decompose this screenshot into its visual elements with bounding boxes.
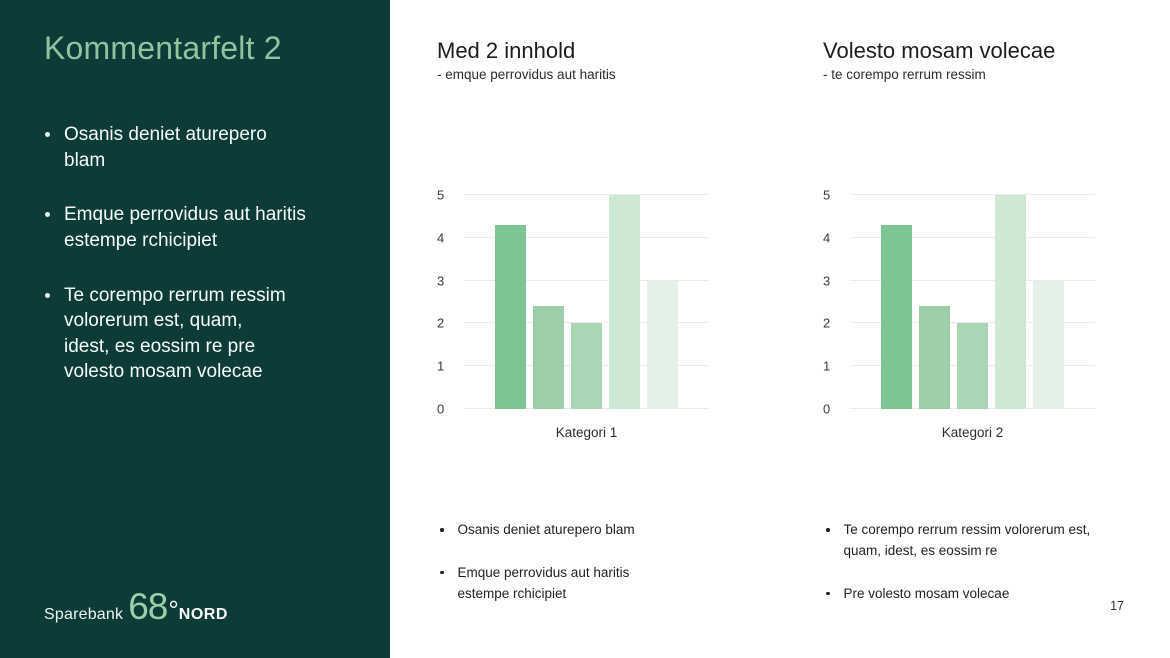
list-item: Te corempo rerrum ressim volorerum est, … [44, 283, 336, 386]
bar [881, 224, 912, 409]
logo-prefix-text: Sparebank [44, 606, 124, 623]
gridline [850, 194, 1095, 195]
bullet-dot-icon [45, 132, 50, 137]
column-bullet-list: Te corempo rerrum ressim volorerum est, … [825, 520, 1105, 627]
bullet-text: Emque perrovidus aut haritis estempe rch… [64, 204, 306, 251]
chart-plot-area: 0 1 2 3 4 5 [823, 188, 1095, 417]
bar [995, 195, 1026, 409]
bullet-dot-icon [45, 292, 50, 298]
logo-nord-text: NORD [178, 606, 228, 623]
gridline [464, 236, 709, 238]
bullet-text: Osanis deniet aturepero blam [457, 522, 635, 537]
plot [464, 194, 709, 409]
bar [957, 323, 988, 409]
y-axis-tick-label: 3 [437, 273, 445, 289]
column-bullet-list: Osanis deniet aturepero blam Emque perro… [439, 520, 719, 627]
plot [850, 194, 1095, 409]
gridline [464, 194, 709, 195]
y-axis-tick-label: 4 [437, 230, 445, 246]
y-axis-tick-label: 4 [823, 230, 831, 246]
y-axis-tick-label: 1 [437, 358, 445, 374]
chart-plot-area: 0 1 2 3 4 5 [437, 188, 709, 417]
sidebar: Kommentarfelt 2 Osanis deniet aturepero … [0, 0, 390, 658]
bullet-dot-icon [826, 591, 830, 596]
column-subtitle: - emque perrovidus aut haritis [437, 67, 616, 82]
slide-title: Kommentarfelt 2 [44, 30, 282, 66]
y-axis: 0 1 2 3 4 5 [437, 188, 464, 417]
bullet-text: Pre volesto mosam volecae [843, 585, 1010, 601]
bar [533, 306, 564, 409]
x-axis-category-label: Kategori 2 [941, 425, 1004, 440]
y-axis-tick-label: 3 [823, 273, 831, 289]
bar [495, 224, 526, 409]
page-number: 17 [1110, 599, 1124, 613]
y-axis-tick-label: 2 [823, 315, 831, 331]
bar [571, 323, 602, 409]
bar [1033, 280, 1064, 409]
gridline [850, 279, 1095, 281]
bullet-dot-icon [440, 570, 444, 575]
gridline [464, 279, 709, 281]
list-item: Emque perrovidus aut haritis estempe rch… [439, 563, 719, 605]
y-axis-tick-label: 5 [437, 187, 445, 203]
bullet-text: Emque perrovidus aut haritis estempe rch… [457, 564, 630, 601]
x-axis-category-label: Kategori 1 [555, 425, 618, 440]
bar-chart-kategori-1: 0 1 2 3 4 5 Kategori 1 [437, 188, 709, 440]
list-item: Pre volesto mosam volecae [825, 584, 1105, 605]
column-subtitle: - te corempo rerrum ressim [823, 67, 986, 82]
bullet-dot-icon [826, 528, 830, 532]
bar-group [464, 195, 709, 409]
y-axis-tick-label: 0 [437, 401, 445, 417]
y-axis-tick-label: 5 [823, 187, 831, 203]
bar [609, 195, 640, 409]
list-item: Osanis deniet aturepero blam [439, 520, 719, 541]
y-axis-tick-label: 1 [823, 358, 831, 374]
bullet-dot-icon [45, 212, 50, 218]
sidebar-bullet-list: Osanis deniet aturepero blam Emque perro… [44, 122, 336, 414]
bar [647, 280, 678, 409]
bar-chart-kategori-2: 0 1 2 3 4 5 Kategori 2 [823, 188, 1095, 440]
gridline [850, 322, 1095, 324]
column-title: Volesto mosam volecae [823, 38, 1056, 63]
gridline [464, 322, 709, 324]
gridline [850, 236, 1095, 238]
list-item: Osanis deniet aturepero blam [44, 122, 336, 173]
degree-symbol-icon: ° [168, 595, 179, 625]
bar [919, 306, 950, 409]
bullet-text: Te corempo rerrum ressim volorerum est, … [64, 284, 286, 383]
list-item: Emque perrovidus aut haritis estempe rch… [44, 202, 336, 253]
y-axis-tick-label: 2 [437, 315, 445, 331]
content-column-2: Volesto mosam volecae - te corempo rerru… [823, 38, 1097, 601]
content-column-1: Med 2 innhold - emque perrovidus aut har… [437, 38, 711, 601]
bullet-dot-icon [440, 528, 444, 532]
bullet-text: Te corempo rerrum ressim volorerum est, … [843, 522, 1091, 558]
bar-group [850, 195, 1095, 409]
column-title: Med 2 innhold [437, 38, 576, 63]
sparebank-68-nord-logo: Sparebank 68 ° NORD [44, 586, 228, 627]
bullet-text: Osanis deniet aturepero blam [64, 124, 267, 171]
list-item: Te corempo rerrum ressim volorerum est, … [825, 520, 1105, 562]
logo-68-numerals: 68 [128, 586, 168, 627]
y-axis-tick-label: 0 [823, 401, 831, 417]
y-axis: 0 1 2 3 4 5 [823, 188, 850, 417]
